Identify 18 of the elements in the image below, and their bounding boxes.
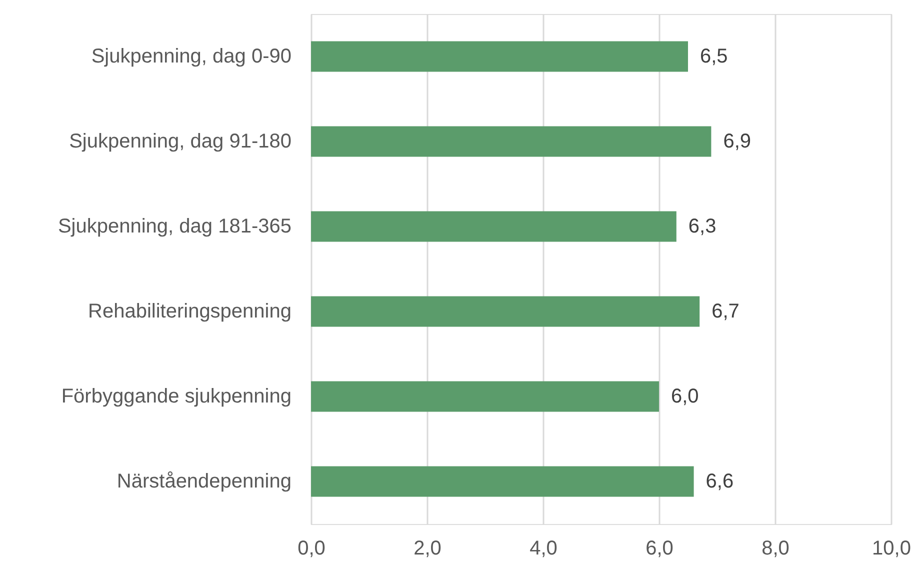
y-tick-label: Sjukpenning, dag 181-365: [58, 216, 292, 238]
y-tick-label: Sjukpenning, dag 91-180: [69, 130, 292, 152]
x-tick-label: 4,0: [530, 538, 558, 560]
x-tick-label: 10,0: [872, 538, 911, 560]
y-tick-label: Rehabiliteringspenning: [88, 300, 292, 322]
x-tick-label: 2,0: [414, 538, 442, 560]
x-tick-label: 8,0: [762, 538, 790, 560]
y-tick-label: Förbyggande sjukpenning: [61, 386, 292, 408]
data-label: 6,5: [700, 46, 728, 68]
y-tick-label: Närståendepenning: [116, 470, 292, 492]
data-label: 6,6: [706, 470, 734, 492]
data-label: 6,0: [671, 386, 699, 408]
data-label: 6,3: [688, 216, 716, 238]
x-tick-label: 0,0: [298, 538, 326, 560]
data-label: 6,9: [723, 130, 752, 152]
x-tick-label: 6,0: [646, 538, 674, 560]
data-label: 6,7: [712, 300, 740, 322]
y-tick-label: Sjukpenning, dag 0-90: [91, 46, 292, 68]
